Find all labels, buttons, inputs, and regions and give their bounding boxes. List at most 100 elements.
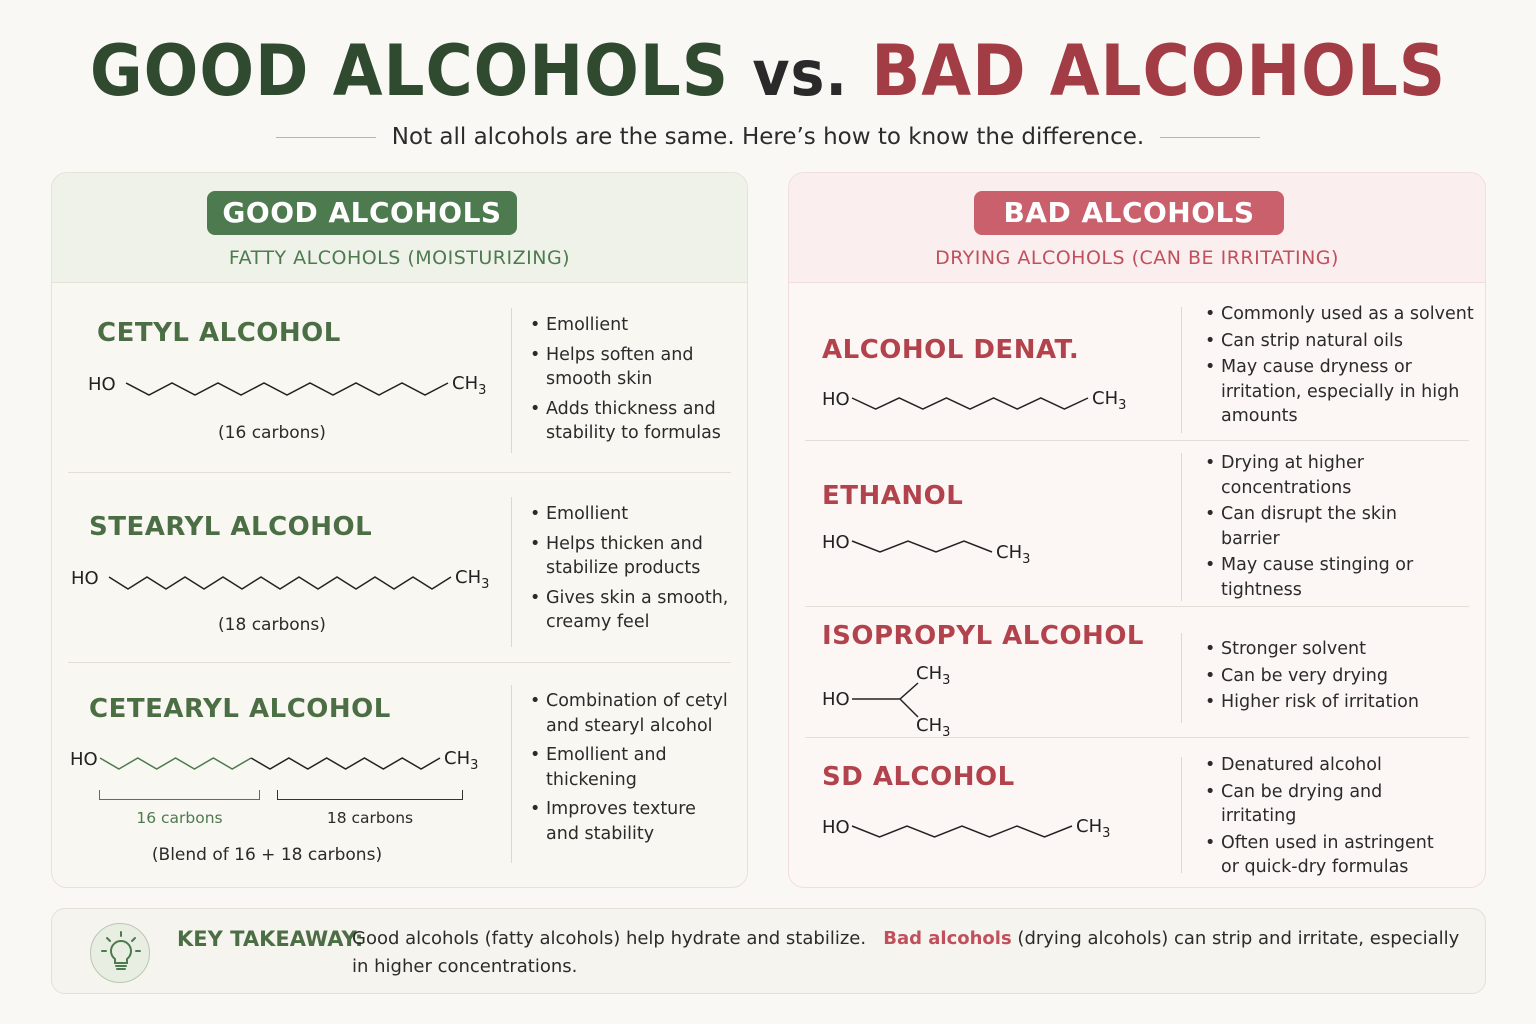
atom-label: CH3 (444, 748, 478, 773)
bullet-item: Higher risk of irritation (1205, 690, 1455, 715)
bond-path (125, 382, 449, 396)
key-takeaway-label: KEY TAKEAWAY: (177, 927, 364, 951)
bracket-18-carbons (277, 790, 463, 800)
alcohol-denat-structure: HO CH3 (822, 388, 1126, 413)
bullet-item: Emollient (530, 313, 730, 338)
takeaway-text-1: Good alcohols (fatty alcohols) help hydr… (352, 928, 867, 949)
divider-vertical (1181, 633, 1182, 723)
bad-alcohols-panel: BAD ALCOHOLS DRYING ALCOHOLS (CAN BE IRR… (788, 172, 1486, 888)
key-takeaway-box: KEY TAKEAWAY: Good alcohols (fatty alcoh… (51, 908, 1486, 994)
atom-label: CH3 (916, 663, 950, 688)
lightbulb-icon (90, 923, 150, 983)
atom-label: HO (822, 689, 850, 710)
bond-path (108, 576, 452, 590)
bad-subheader: DRYING ALCOHOLS (CAN BE IRRITATING) (935, 247, 1339, 269)
divider-vertical (1181, 757, 1182, 873)
bullet-item: Adds thickness and stability to formulas (530, 397, 730, 446)
bullet-item: Can strip natural oils (1205, 329, 1475, 354)
atom-label: HO (822, 817, 850, 838)
bullet-item: Drying at higher concentrations (1205, 451, 1455, 500)
bullet-item: Denatured alcohol (1205, 753, 1455, 778)
ethanol-structure: HO CH3 (822, 532, 1030, 567)
divider-vertical (511, 308, 512, 453)
bullet-item: May cause dryness or irritation, especia… (1205, 355, 1475, 429)
atom-label: CH3 (455, 567, 489, 592)
bullet-item: Can disrupt the skin barrier (1205, 502, 1455, 551)
bullet-item: Stronger solvent (1205, 637, 1455, 662)
bracket-16-carbons (99, 790, 260, 800)
bullet-item: Helps soften and smooth skin (530, 343, 730, 392)
divider-vertical (1181, 453, 1182, 601)
isopropyl-alcohol-name: ISOPROPYL ALCOHOL (822, 621, 1144, 651)
bullet-item: Combination of cetyl and stearyl alcohol (530, 689, 730, 738)
bullet-item: Emollient and thickening (530, 743, 730, 792)
bond-path (851, 397, 1089, 410)
cetearyl-alcohol-caption: (Blend of 16 + 18 carbons) (151, 845, 383, 865)
bad-header-pill: BAD ALCOHOLS (974, 191, 1284, 235)
cetearyl-alcohol-name: CETEARYL ALCOHOL (89, 694, 391, 724)
good-header-pill: GOOD ALCOHOLS (207, 191, 517, 235)
atom-label: CH3 (452, 373, 486, 398)
title-vs: vs. (752, 37, 848, 110)
atom-label: HO (70, 749, 98, 770)
section-divider (805, 606, 1469, 607)
bullet-item: Emollient (530, 502, 730, 527)
bracket-16-label: 16 carbons (136, 809, 223, 827)
divider-vertical (1181, 307, 1182, 433)
section-divider (805, 737, 1469, 738)
bullet-item: Gives skin a smooth, creamy feel (530, 586, 730, 635)
good-panel-header: GOOD ALCOHOLS FATTY ALCOHOLS (MOISTURIZI… (52, 173, 747, 283)
sd-alcohol-structure: HO CH3 (822, 816, 1110, 841)
stearyl-alcohol-structure: HO CH3 (71, 567, 489, 592)
title-good: GOOD ALCOHOLS (89, 30, 730, 112)
bond-path-16 (99, 757, 252, 770)
sd-alcohol-name: SD ALCOHOL (822, 762, 1015, 792)
section-divider (68, 662, 731, 663)
bullet-item: Commonly used as a solvent (1205, 302, 1475, 327)
bullet-item: Can be very drying (1205, 664, 1455, 689)
subtitle-row: Not all alcohols are the same. Here’s ho… (0, 124, 1536, 150)
cetyl-alcohol-name: CETYL ALCOHOL (97, 318, 341, 348)
bullet-item: Helps thicken and stabilize products (530, 532, 730, 581)
subtitle-rule-left (275, 136, 376, 138)
bullet-item: Can be drying and irritating (1205, 780, 1455, 829)
atom-label: CH3 (1076, 816, 1110, 841)
stearyl-alcohol-bullets: Emollient Helps thicken and stabilize pr… (530, 502, 730, 640)
atom-label: HO (822, 389, 850, 410)
cetyl-alcohol-caption: (16 carbons) (218, 423, 326, 443)
stearyl-alcohol-caption: (18 carbons) (218, 615, 326, 635)
title-bad: BAD ALCOHOLS (871, 30, 1447, 112)
bond-path (851, 825, 1073, 838)
bullet-item: May cause stinging or tightness (1205, 553, 1455, 602)
bond-path (852, 682, 919, 718)
cetyl-alcohol-bullets: Emollient Helps soften and smooth skin A… (530, 313, 730, 451)
ethanol-bullets: Drying at higher concentrations Can disr… (1205, 451, 1455, 604)
atom-label: HO (822, 532, 850, 553)
good-subheader: FATTY ALCOHOLS (MOISTURIZING) (228, 247, 571, 269)
bond-path-18 (250, 757, 441, 770)
atom-label: HO (88, 374, 116, 395)
bond-path (851, 540, 993, 553)
bracket-18-label: 18 carbons (326, 809, 414, 827)
bullet-item: Improves texture and stability (530, 797, 730, 846)
atom-label: CH3 (996, 542, 1030, 567)
bad-panel-header: BAD ALCOHOLS DRYING ALCOHOLS (CAN BE IRR… (789, 173, 1485, 283)
main-title: GOOD ALCOHOLS vs. BAD ALCOHOLS (61, 30, 1474, 112)
subtitle: Not all alcohols are the same. Here’s ho… (391, 124, 1145, 150)
bullet-item: Often used in astringent or quick-dry fo… (1205, 831, 1455, 880)
isopropyl-alcohol-bullets: Stronger solvent Can be very drying High… (1205, 637, 1455, 717)
takeaway-highlight: Bad alcohols (883, 928, 1012, 949)
atom-label: CH3 (1092, 388, 1126, 413)
ethanol-name: ETHANOL (822, 481, 964, 511)
atom-label: HO (71, 568, 99, 589)
section-divider (68, 472, 731, 473)
cetyl-alcohol-structure: HO CH3 (88, 373, 486, 398)
key-takeaway-text: Good alcohols (fatty alcohols) help hydr… (352, 925, 1462, 981)
alcohol-denat-bullets: Commonly used as a solvent Can strip nat… (1205, 302, 1475, 431)
alcohol-denat-name: ALCOHOL DENAT. (822, 335, 1080, 365)
divider-vertical (511, 685, 512, 863)
subtitle-rule-right (1160, 136, 1261, 138)
sd-alcohol-bullets: Denatured alcohol Can be drying and irri… (1205, 753, 1455, 882)
divider-vertical (511, 497, 512, 647)
